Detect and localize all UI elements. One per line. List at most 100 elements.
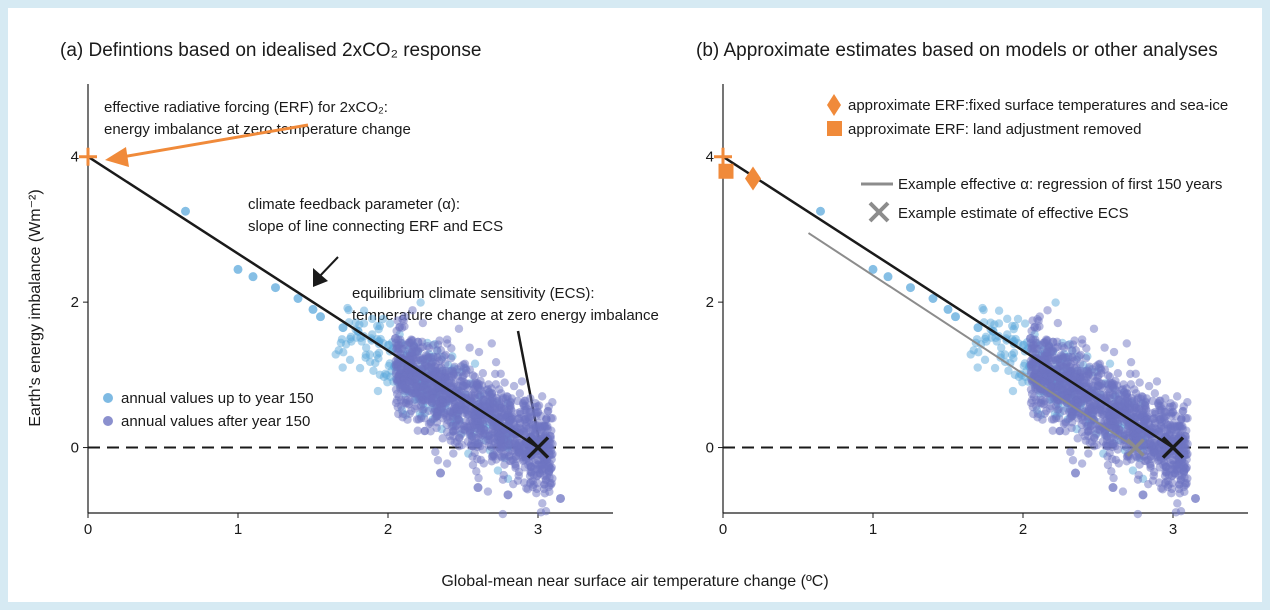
panel-a-scatter-point: [516, 407, 525, 417]
panel-a-scatter-point: [478, 369, 488, 378]
panel-b-scatter-point: [1003, 314, 1012, 324]
panel-a-scatter-point: [428, 394, 437, 403]
plot-panel-b: 0 1 2 3 0 2 4: [706, 84, 1248, 538]
panel-b-scatter-point: [1105, 448, 1114, 458]
legend-late-label: annual values after year 150: [121, 413, 310, 430]
panel-a-scatter-point: [556, 493, 565, 503]
panel-b-scatter-point: [1089, 441, 1099, 451]
panel-b-scatter-point: [1009, 348, 1019, 358]
panel-b-scatter-point: [1066, 447, 1075, 457]
panel-b-scatter-point: [1144, 418, 1153, 428]
panel-b-scatter-point: [1031, 364, 1041, 374]
panel-a-scatter-point: [413, 337, 423, 347]
panel-b-scatter-point: [1061, 427, 1070, 436]
panel-a-scatter-point: [470, 372, 480, 381]
panel-a-scatter-point: [467, 432, 477, 441]
panel-a-scatter-cloud: [331, 298, 557, 519]
panel-a-scatter-point: [384, 361, 394, 371]
panel-a-scatter-point: [444, 396, 454, 405]
panel-b-scatter-point: [1171, 411, 1181, 421]
panel-a-scatter-point: [442, 420, 451, 429]
panel-b-scatter-point: [1105, 372, 1115, 381]
panel-a-scatter-point: [495, 406, 504, 415]
panel-a-scatter-point: [412, 402, 421, 411]
panel-a-y-tick-label: 0: [71, 440, 79, 457]
panel-a-scatter-point: [308, 304, 318, 314]
panel-a-scatter-point: [397, 380, 407, 390]
panel-b-x-tick-label: 3: [1169, 521, 1177, 538]
panel-b-scatter-point: [1047, 402, 1056, 411]
panel-a-scatter-point: [514, 439, 523, 448]
panel-b-scatter-point: [1020, 319, 1030, 328]
panel-a-scatter-point: [450, 362, 459, 371]
panel-b-scatter-point: [1084, 449, 1093, 458]
panel-a-scatter-point: [378, 314, 388, 324]
panel-a-scatter-point: [419, 405, 428, 414]
panel-b-scatter-point: [1178, 422, 1187, 431]
panel-b-scatter-point: [1097, 409, 1107, 419]
panel-a-scatter-point: [498, 509, 508, 519]
panel-b-scatter-point: [1118, 487, 1128, 496]
panel-a-scatter-point: [361, 350, 371, 360]
panel-b-scatter-point: [1036, 399, 1046, 408]
panel-a-x-tick-label: 3: [534, 521, 542, 538]
panel-a-scatter-point: [524, 412, 533, 422]
panel-b-scatter-point: [1183, 414, 1192, 423]
panel-b-scatter-point: [1121, 390, 1131, 400]
panel-b-scatter-point: [1070, 336, 1079, 345]
panel-a-ecs-marker: [526, 436, 550, 459]
annotation-ecs-line2: temperature change at zero energy imbala…: [352, 307, 659, 324]
panel-a-scatter-point: [382, 370, 391, 380]
panel-a-scatter-point: [248, 272, 258, 282]
panel-a-scatter-point: [373, 386, 383, 396]
panel-a-scatter-point: [538, 499, 547, 508]
panel-b-feedback-line: [722, 155, 1174, 449]
panel-b-scatter-point: [1078, 339, 1087, 348]
panel-b-scatter-point: [1130, 406, 1139, 415]
panel-a-scatter-point: [368, 314, 377, 324]
panel-a-scatter-point: [426, 427, 435, 436]
panel-b-regression-line: [807, 232, 1137, 449]
panel-a-scatter-point: [443, 339, 452, 348]
panel-a-scatter-point: [456, 362, 466, 371]
legend-effective-ecs-label: Example estimate of effective ECS: [898, 205, 1129, 222]
panel-b-scatter-point: [868, 264, 878, 274]
panel-a-scatter-point: [412, 372, 422, 381]
panel-b-scatter-point: [991, 333, 1000, 343]
panel-b-scatter-point: [1026, 333, 1035, 343]
panel-a-scatter-point: [495, 400, 504, 409]
panel-b-scatter-point: [1059, 363, 1068, 372]
panel-b-scatter-point: [1100, 343, 1109, 352]
panel-b-scatter-point: [1161, 419, 1171, 428]
panel-a-scatter-point: [509, 418, 518, 428]
panel-b-scatter-point: [1128, 466, 1138, 475]
panel-b-scatter-point: [1077, 420, 1086, 429]
panel-b-scatter-point: [997, 343, 1006, 352]
panel-b-scatter-point: [1109, 473, 1118, 483]
panel-a-scatter-point: [479, 459, 489, 468]
panel-a-scatter-point: [385, 319, 395, 328]
panel-b-scatter-point: [1076, 367, 1086, 376]
panel-a-scatter-point: [538, 428, 548, 438]
panel-a-scatter-point: [418, 318, 428, 328]
panel-a-scatter-point: [544, 468, 554, 477]
panel-b-scatter-point: [1040, 348, 1050, 357]
panel-a-scatter-point: [356, 333, 365, 343]
panel-b-scatter-point: [1054, 405, 1063, 414]
panel-b-scatter-point: [1191, 493, 1200, 503]
panel-a-scatter-point: [334, 346, 343, 355]
panel-a-y-tick-label: 2: [71, 294, 79, 311]
panel-b-scatter-point: [1085, 362, 1094, 371]
panel-b-scatter-point: [1041, 338, 1050, 347]
panel-a-scatter-point: [383, 378, 392, 387]
panel-b-scatter-point: [816, 206, 825, 216]
panel-b-title: (b) Approximate estimates based on model…: [696, 40, 1218, 61]
panel-b-scatter-point: [1135, 378, 1144, 387]
panel-b-scatter-point: [969, 346, 978, 355]
panel-b-scatter-point: [1159, 412, 1168, 422]
panel-a-scatter-point: [400, 312, 409, 321]
panel-b-scatter-point: [1004, 366, 1013, 375]
panel-b-scatter-point: [1114, 395, 1123, 405]
panel-a-scatter-point: [336, 338, 346, 348]
panel-b-scatter-point: [973, 323, 983, 333]
